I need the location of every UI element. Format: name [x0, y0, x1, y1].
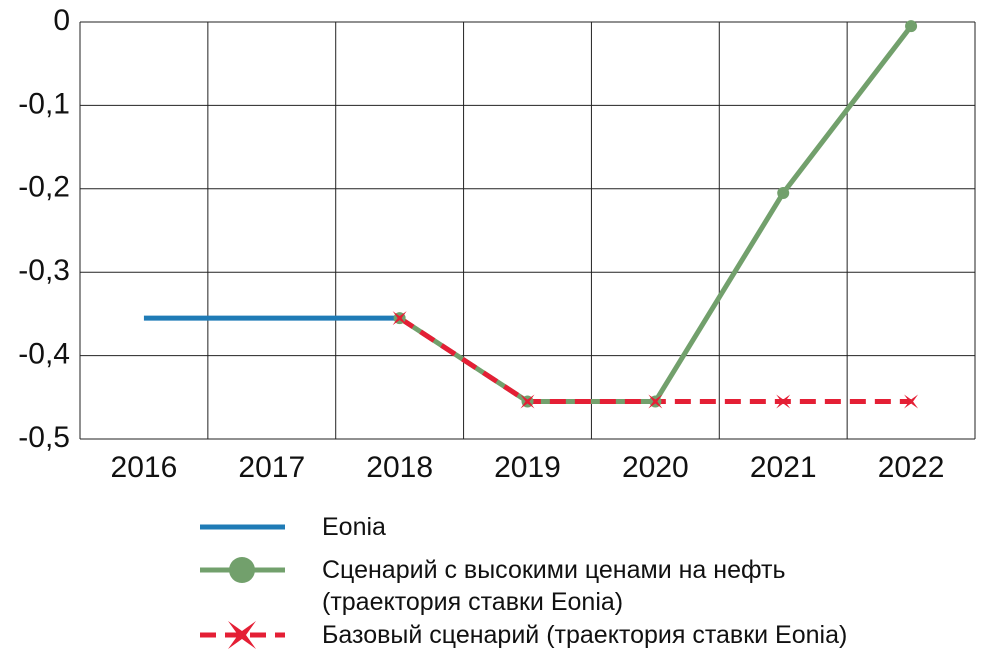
- y-tick-label: 0: [53, 4, 70, 37]
- point: [392, 311, 407, 326]
- x-tick-label: 2018: [366, 451, 433, 484]
- point: [777, 186, 790, 199]
- y-tick-label: -0,3: [18, 254, 70, 287]
- point: [904, 394, 919, 409]
- y-tick-label: -0,2: [18, 171, 70, 204]
- point: [520, 394, 535, 409]
- point: [776, 394, 791, 409]
- legend-marker: [229, 557, 255, 583]
- x-tick-label: 2019: [494, 451, 561, 484]
- point: [648, 394, 663, 409]
- legend-marker: [228, 621, 256, 649]
- x-tick-label: 2017: [238, 451, 305, 484]
- x-tick-label: 2021: [750, 451, 817, 484]
- legend-label: Сценарий с высокими ценами на нефть (тра…: [322, 556, 786, 616]
- series-line: [398, 315, 912, 404]
- x-tick-label: 2022: [878, 451, 945, 484]
- legend-label: Базовый сценарий (траектория ставки Eoni…: [322, 621, 848, 649]
- y-tick-label: -0,1: [18, 87, 70, 120]
- x-tick-label: 2016: [111, 451, 178, 484]
- x-tick-label: 2020: [622, 451, 689, 484]
- y-tick-label: -0,5: [18, 421, 70, 454]
- point: [905, 20, 918, 33]
- series-line: [398, 24, 914, 404]
- legend-label: Eonia: [322, 513, 386, 541]
- y-tick-label: -0,4: [18, 338, 70, 371]
